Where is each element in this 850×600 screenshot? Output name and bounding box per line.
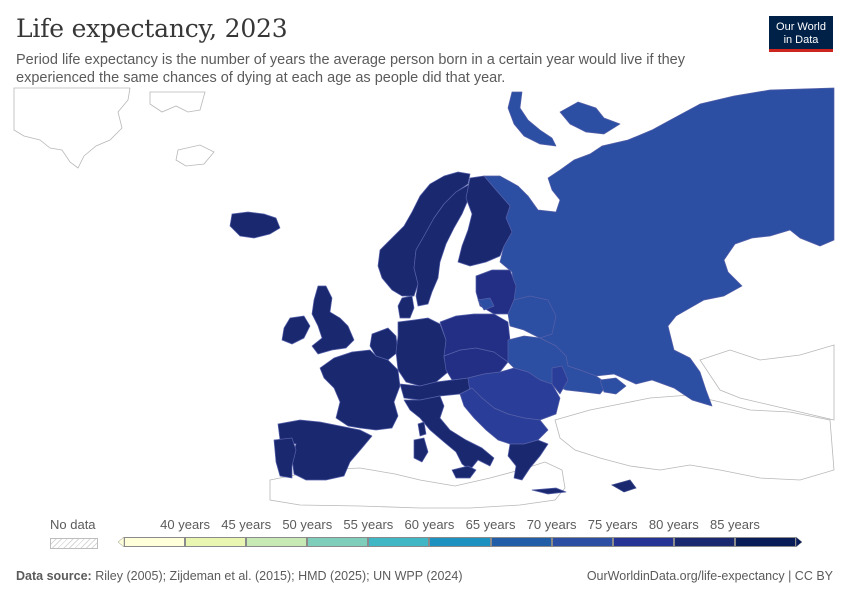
arctic-islands-outline bbox=[149, 91, 206, 113]
greece-shape bbox=[507, 439, 549, 481]
iceland-shape bbox=[229, 211, 281, 239]
cyprus-outline bbox=[610, 479, 637, 493]
crimea-shape bbox=[599, 377, 627, 395]
legend-segment[interactable] bbox=[185, 537, 247, 547]
legend-segment[interactable] bbox=[612, 537, 674, 547]
france-shape bbox=[319, 349, 401, 431]
legend-tick-label: 40 years bbox=[160, 517, 211, 532]
legend-tick-label: 75 years bbox=[587, 517, 638, 532]
corsica-shape bbox=[417, 421, 427, 437]
chart-title: Life expectancy, 2023 bbox=[16, 14, 288, 43]
legend-tick-label: 55 years bbox=[343, 517, 394, 532]
legend-tick-label: 70 years bbox=[526, 517, 577, 532]
owid-logo[interactable]: Our World in Data bbox=[769, 16, 833, 52]
legend-segment[interactable] bbox=[307, 537, 369, 547]
legend-tick-label: 45 years bbox=[221, 517, 272, 532]
benelux-shape bbox=[369, 327, 399, 361]
legend-segment[interactable] bbox=[124, 537, 186, 547]
crete-shape bbox=[531, 487, 567, 495]
uk-shape bbox=[311, 285, 355, 355]
logo-line-1: Our World bbox=[776, 21, 826, 33]
no-data-swatch[interactable] bbox=[50, 538, 98, 549]
baltics-shape bbox=[475, 269, 517, 315]
svalbard-small-outline bbox=[175, 144, 215, 167]
legend-tick-label: 65 years bbox=[465, 517, 516, 532]
legend-segment[interactable] bbox=[551, 537, 613, 547]
chart-subtitle: Period life expectancy is the number of … bbox=[16, 52, 685, 86]
legend-segment[interactable] bbox=[429, 537, 491, 547]
greenland-outline bbox=[13, 87, 131, 169]
footer-url[interactable]: OurWorldinData.org/life-expectancy | CC … bbox=[586, 569, 833, 583]
kaliningrad-shape bbox=[477, 297, 495, 311]
legend-tick-label: 80 years bbox=[648, 517, 699, 532]
sardinia-shape bbox=[413, 437, 429, 463]
sicily-shape bbox=[451, 465, 477, 479]
legend-segment[interactable] bbox=[368, 537, 430, 547]
kola-peninsula-shape bbox=[559, 101, 621, 135]
legend-tick-label: 60 years bbox=[404, 517, 455, 532]
legend-segment[interactable] bbox=[490, 537, 552, 547]
sweden-shape bbox=[413, 183, 471, 307]
data-source-text[interactable]: Riley (2005); Zijdeman et al. (2015); HM… bbox=[95, 569, 463, 583]
data-source-label: Data source: bbox=[16, 569, 92, 583]
ireland-shape bbox=[281, 315, 311, 345]
balkans-shape bbox=[459, 387, 549, 445]
legend-segment[interactable] bbox=[246, 537, 308, 547]
denmark-shape bbox=[397, 295, 415, 319]
legend-segment[interactable] bbox=[734, 537, 796, 547]
novaya-zemlya-shape bbox=[507, 91, 557, 147]
belarus-shape bbox=[507, 295, 557, 339]
no-data-label: No data bbox=[50, 517, 96, 532]
no-data-landmasses bbox=[13, 87, 835, 509]
data-source: Data source: Riley (2005); Zijdeman et a… bbox=[16, 569, 463, 583]
turkey-middle-east-outline bbox=[554, 394, 835, 481]
legend-tick-label: 85 years bbox=[709, 517, 760, 532]
italy-shape bbox=[403, 395, 495, 471]
country-shapes bbox=[229, 87, 835, 495]
caucasus-outline bbox=[699, 344, 835, 421]
legend-right-arrow bbox=[795, 536, 803, 548]
moldova-shape bbox=[551, 365, 569, 395]
legend-segment[interactable] bbox=[673, 537, 735, 547]
portugal-shape bbox=[273, 437, 297, 479]
legend-left-arrow bbox=[117, 536, 125, 548]
legend-tick-label: 50 years bbox=[282, 517, 333, 532]
germany-shape bbox=[395, 317, 449, 387]
finland-shape bbox=[457, 175, 513, 267]
logo-line-2: in Data bbox=[783, 33, 819, 46]
